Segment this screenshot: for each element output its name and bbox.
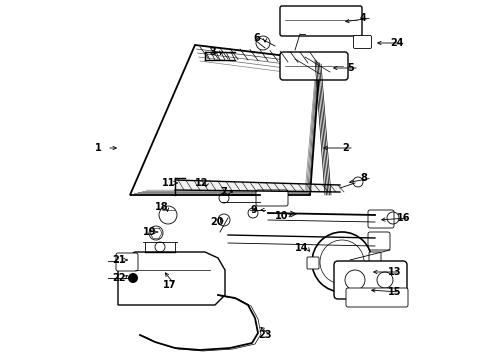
Text: 1: 1	[95, 143, 102, 153]
Text: 17: 17	[163, 280, 176, 290]
FancyBboxPatch shape	[346, 288, 408, 307]
Text: 13: 13	[388, 267, 401, 277]
Text: 12: 12	[195, 178, 209, 188]
FancyBboxPatch shape	[256, 190, 288, 206]
Text: 19: 19	[143, 227, 156, 237]
Text: 8: 8	[360, 173, 367, 183]
Text: 10: 10	[275, 211, 289, 221]
Text: 14: 14	[295, 243, 309, 253]
FancyBboxPatch shape	[307, 257, 319, 269]
Text: 3: 3	[209, 47, 216, 57]
Text: 2: 2	[342, 143, 349, 153]
Polygon shape	[118, 252, 225, 305]
FancyBboxPatch shape	[334, 261, 407, 299]
Text: 21: 21	[112, 255, 125, 265]
FancyBboxPatch shape	[353, 36, 371, 49]
Text: 20: 20	[210, 217, 223, 227]
Circle shape	[312, 232, 372, 292]
Text: 9: 9	[250, 205, 257, 215]
Text: 18: 18	[155, 202, 169, 212]
Text: 11: 11	[162, 178, 175, 188]
Text: 5: 5	[347, 63, 354, 73]
Text: 15: 15	[388, 287, 401, 297]
Text: 16: 16	[397, 213, 411, 223]
Text: 6: 6	[253, 33, 260, 43]
Text: 7: 7	[220, 187, 227, 197]
Text: 24: 24	[390, 38, 403, 48]
FancyBboxPatch shape	[280, 6, 362, 36]
FancyBboxPatch shape	[368, 232, 390, 250]
Text: 4: 4	[360, 13, 367, 23]
Text: 23: 23	[258, 330, 271, 340]
Circle shape	[128, 273, 138, 283]
Text: 22: 22	[112, 273, 125, 283]
FancyBboxPatch shape	[368, 210, 394, 228]
FancyBboxPatch shape	[116, 253, 138, 271]
FancyBboxPatch shape	[280, 52, 348, 80]
FancyBboxPatch shape	[369, 252, 381, 266]
